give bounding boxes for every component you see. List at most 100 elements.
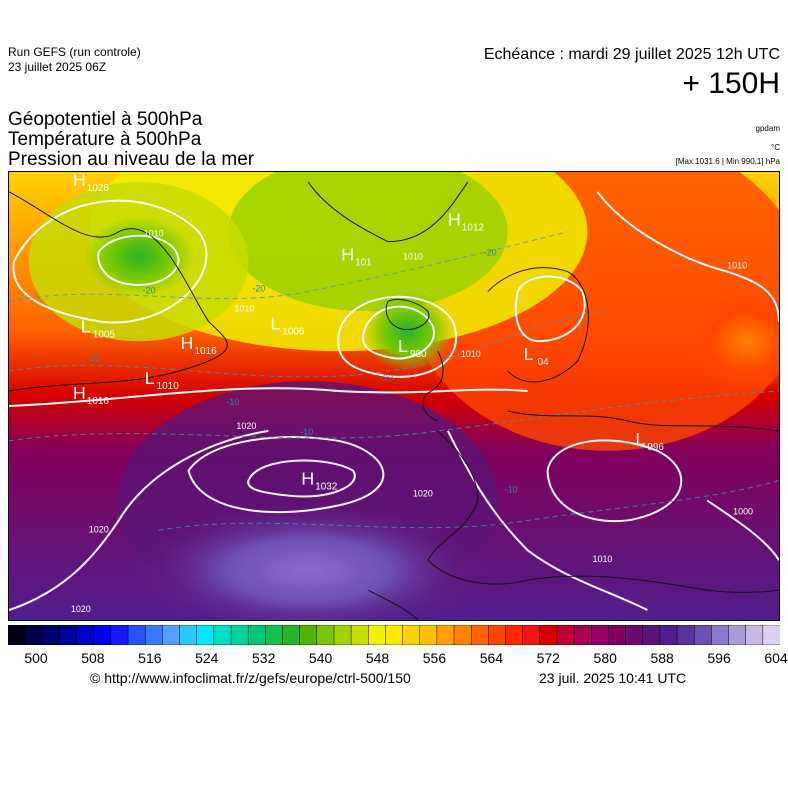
color-scale-swatch xyxy=(676,625,695,645)
pressure-center-letter: H xyxy=(301,469,314,489)
color-scale-swatch xyxy=(539,625,558,645)
isobar-label: 1010 xyxy=(144,229,164,239)
color-scale-swatch xyxy=(368,625,387,645)
color-scale-swatch xyxy=(333,625,352,645)
isobar-labels: 1010 1010 1010 1020 1020 1020 1020 1010 … xyxy=(71,229,753,614)
color-scale-swatch xyxy=(42,625,61,645)
isobar-label: 1010 xyxy=(403,252,423,262)
pressure-center-value: 1010 xyxy=(157,381,180,392)
color-scale-swatch xyxy=(728,625,747,645)
color-scale-swatch xyxy=(247,625,267,645)
isotherm-label: -20 xyxy=(252,283,265,293)
color-scale-swatch xyxy=(179,625,198,645)
warm-core-russia xyxy=(687,291,779,392)
color-scale-swatch xyxy=(436,625,455,645)
isobar xyxy=(247,459,356,498)
pressure-center-value: 1032 xyxy=(315,482,338,493)
pressure-center-value: 1012 xyxy=(462,223,485,234)
isobar-label: 1010 xyxy=(234,303,254,313)
color-scale-swatch xyxy=(93,625,112,645)
color-scale-swatch xyxy=(299,625,318,645)
color-scale-swatch xyxy=(196,625,215,645)
color-scale-swatch xyxy=(556,625,575,645)
color-scale-swatch xyxy=(110,625,129,645)
isobar-label: 1010 xyxy=(592,554,612,564)
color-scale-swatch xyxy=(265,625,284,645)
isobar-label: 1020 xyxy=(236,421,256,431)
color-scale-swatch xyxy=(642,625,661,645)
color-scale-tick-label: 548 xyxy=(365,650,390,666)
color-scale-swatch xyxy=(24,625,44,645)
parameter-pressure: Pression au niveau de la mer xyxy=(8,149,255,170)
color-scale-swatch xyxy=(282,625,301,645)
isobar xyxy=(362,305,436,360)
color-scale-bar xyxy=(8,625,780,645)
forecast-horizon: + 150H xyxy=(682,67,780,100)
color-scale-swatch xyxy=(573,625,593,645)
color-scale-swatch xyxy=(350,625,370,645)
color-scale-swatch xyxy=(144,625,164,645)
weather-map[interactable]: H 1028 L 1005 H 1016 L 1010 H 1016 H 101… xyxy=(8,171,780,621)
isobar-label: 1000 xyxy=(733,506,753,516)
color-scale-tick-label: 604 xyxy=(764,650,788,666)
pressure-center-letter: H xyxy=(448,210,461,230)
pressure-center-letter: L xyxy=(524,344,534,364)
color-scale-swatch xyxy=(8,625,26,645)
isobar xyxy=(514,275,586,343)
coastline-europe-south xyxy=(427,430,779,593)
copyright-url[interactable]: © http://www.infoclimat.fr/z/gefs/europe… xyxy=(90,670,411,686)
unit-geopotential: gpdam xyxy=(755,124,780,133)
isotherm xyxy=(158,480,779,531)
pressure-center-letter: L xyxy=(635,429,645,449)
color-scale-tick-label: 508 xyxy=(81,650,105,666)
color-scale-tick-label: 532 xyxy=(252,650,276,666)
isotherm-labels: -20 -20 -20 -15 -10 -10 -10 -20 xyxy=(87,248,518,495)
run-date: 23 juillet 2025 06Z xyxy=(8,60,107,74)
forecast-valid-time: Echéance : mardi 29 juillet 2025 12h UTC xyxy=(483,46,780,63)
pressure-centers: H 1028 L 1005 H 1016 L 1010 H 1016 H 101… xyxy=(73,171,665,493)
coastlines xyxy=(9,181,779,620)
isotherm-label: -20 xyxy=(143,285,156,295)
color-scale-tick-label: 580 xyxy=(593,650,617,666)
isotherm xyxy=(9,231,568,302)
color-scale-swatch xyxy=(470,625,490,645)
color-scale-swatch xyxy=(230,625,249,645)
parameter-temperature: Température à 500hPa xyxy=(8,129,202,150)
pressure-extrema: [Max 1031.6 | Min 990.1] hPa xyxy=(675,157,780,166)
isobar xyxy=(546,439,683,523)
color-scale-swatch xyxy=(745,625,764,645)
pressure-center-value: 1005 xyxy=(93,329,116,340)
color-scale-swatch xyxy=(591,625,610,645)
pressure-center-letter: H xyxy=(73,171,86,190)
pressure-center-value: 04 xyxy=(538,357,550,368)
pressure-center-value: 1006 xyxy=(282,326,305,337)
coastline-british-isles xyxy=(422,350,444,422)
cool-zone-greenland xyxy=(228,172,508,312)
color-scale-tick-label: 516 xyxy=(138,650,162,666)
color-scale-tick-label: 500 xyxy=(24,650,48,666)
color-scale-swatch xyxy=(316,625,335,645)
color-scale-swatch xyxy=(385,625,404,645)
color-scale-swatch xyxy=(127,625,146,645)
isobar xyxy=(12,199,208,324)
pressure-center-value: 990 xyxy=(410,349,427,360)
isobar xyxy=(97,234,180,286)
isotherm-label: -10 xyxy=(226,397,239,407)
color-scale-swatch xyxy=(402,625,421,645)
isotherm-label: -10 xyxy=(505,485,518,495)
color-scale-tick-label: 540 xyxy=(308,650,333,666)
isotherm-label: -10 xyxy=(300,427,313,437)
color-scale-tick-label: 596 xyxy=(707,650,731,666)
isotherm-label: -20 xyxy=(484,248,497,258)
pressure-center-value: 1028 xyxy=(87,183,110,194)
isobar xyxy=(9,387,528,407)
pressure-center-letter: L xyxy=(81,316,91,336)
cold-core-iceland xyxy=(363,291,453,372)
parameter-geopotential: Géopotentiel à 500hPa xyxy=(8,109,203,130)
color-scale-swatch xyxy=(693,625,713,645)
color-scale-swatch xyxy=(505,625,524,645)
pressure-center-letter: L xyxy=(398,336,408,356)
isobar xyxy=(9,429,269,611)
isobar-label: 1020 xyxy=(71,604,91,614)
color-scale-tick-label: 588 xyxy=(650,650,674,666)
